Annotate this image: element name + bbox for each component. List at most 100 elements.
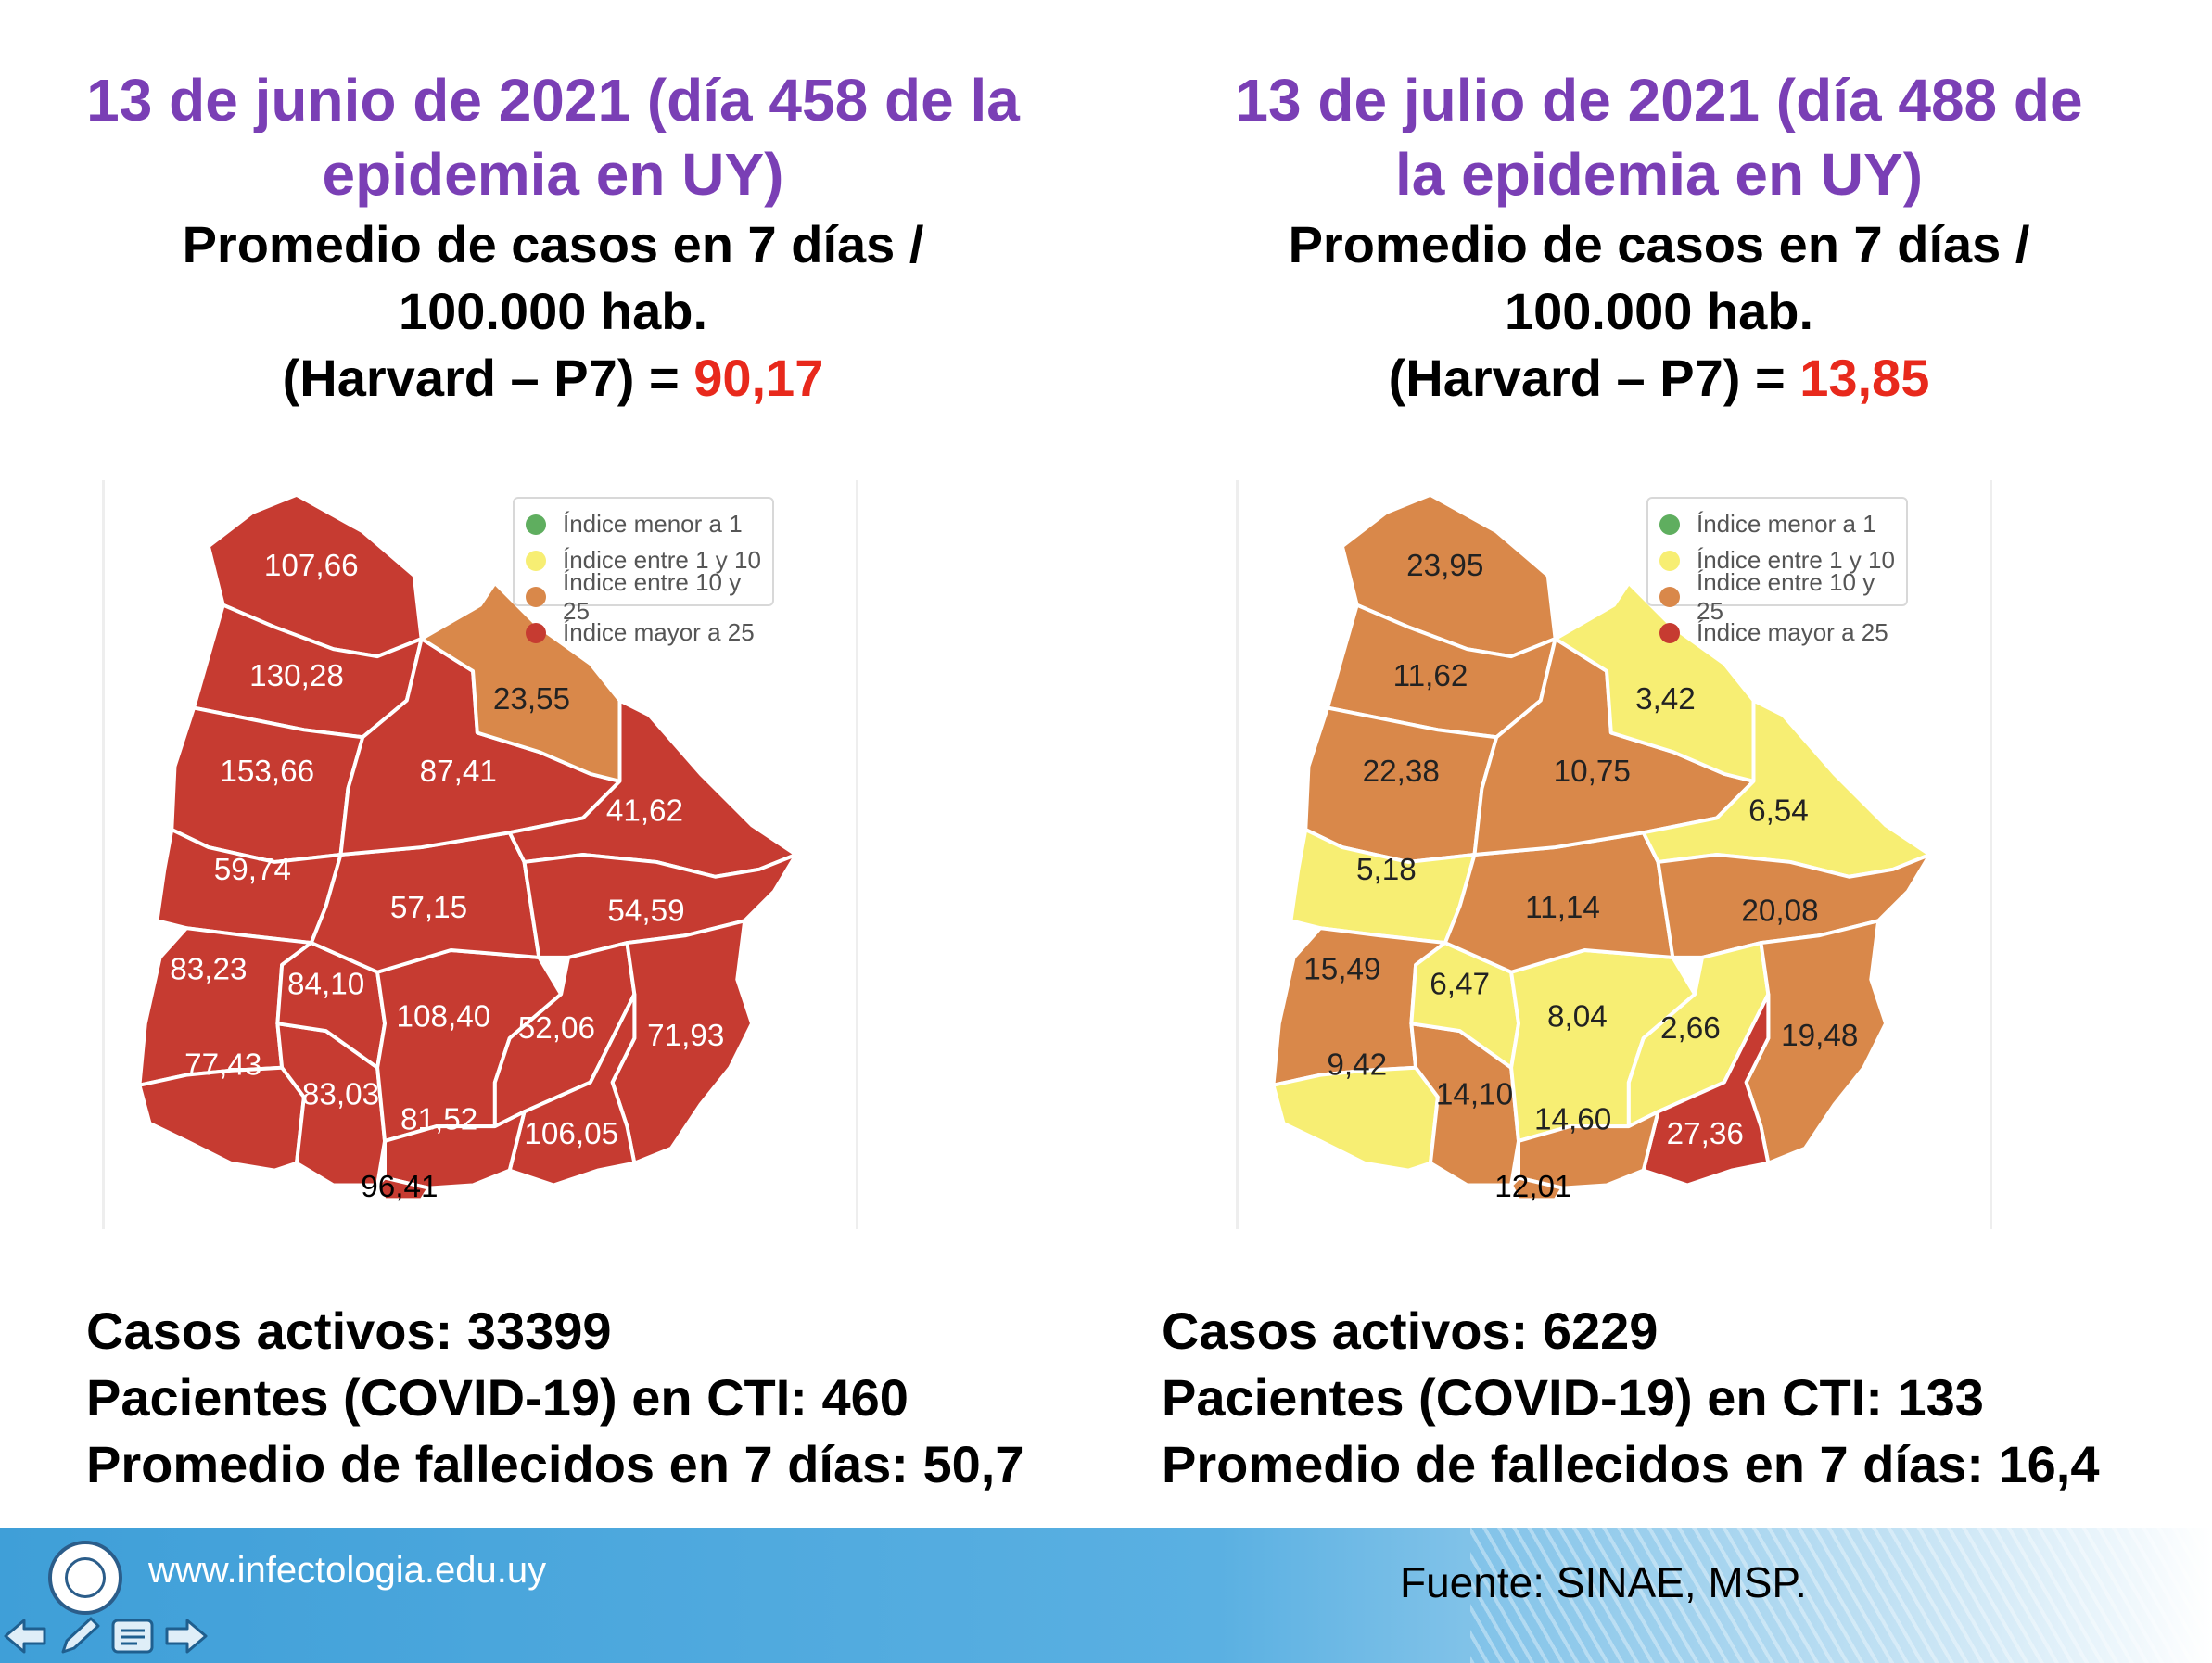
legend-dot-icon (526, 550, 546, 571)
legend-label: Índice entre 10 y 25 (563, 567, 742, 625)
label-treinta-y-tres: 20,08 (1741, 894, 1818, 928)
stats-block: Casos activos: 6229 Pacientes (COVID-19)… (1162, 1298, 2099, 1498)
deaths-average: Promedio de fallecidos en 7 días: 50,7 (86, 1435, 1024, 1493)
legend-label: Índice menor a 1 (563, 510, 743, 538)
label-colonia: 77,43 (184, 1048, 261, 1083)
map-legend: Índice menor a 1 Índice entre 1 y 10 Índic… (1646, 497, 1908, 646)
label-san-jose: 83,03 (302, 1077, 379, 1111)
label-soriano: 15,49 (1303, 953, 1380, 987)
label-artigas: 107,66 (264, 549, 359, 583)
active-cases: Casos activos: 33399 (86, 1301, 612, 1360)
legend-dot-icon (526, 514, 546, 535)
panel-title: 13 de junio de 2021 (día 458 de la epide… (86, 67, 1020, 208)
uruguay-map: 107,66 130,28 153,66 59,74 83,23 77,43 8… (137, 492, 798, 1204)
dept-maldonado (1641, 992, 1771, 1187)
institution-seal-icon (48, 1541, 122, 1615)
label-maldonado: 27,36 (1667, 1117, 1744, 1151)
legend-dot-icon (1659, 514, 1680, 535)
notes-icon[interactable] (108, 1613, 158, 1659)
panel-june: 13 de junio de 2021 (día 458 de la epide… (0, 0, 1106, 1520)
label-treinta-y-tres: 54,59 (607, 894, 684, 928)
legend-item[interactable]: Índice menor a 1 (526, 506, 761, 542)
legend-label: Índice entre 1 y 10 (1697, 546, 1895, 574)
slide-navigation (0, 1613, 215, 1659)
panel-title: 13 de julio de 2021 (día 488 de la epide… (1235, 67, 2083, 208)
icu-patients: Pacientes (COVID-19) en CTI: 133 (1162, 1368, 1984, 1427)
legend-item[interactable]: Índice entre 1 y 10 (526, 542, 761, 578)
label-lavalleja: 2,66 (1660, 1011, 1721, 1046)
map-legend: Índice menor a 1 Índice entre 1 y 10 Índic… (513, 497, 774, 646)
label-durazno: 11,14 (1525, 891, 1600, 925)
label-canelones: 14,60 (1534, 1102, 1611, 1136)
label-rivera: 23,55 (493, 682, 570, 717)
map-card: 107,66 130,28 153,66 59,74 83,23 77,43 8… (102, 480, 858, 1229)
p7-value: 13,85 (1799, 349, 1930, 407)
label-tacuarembo: 87,41 (420, 755, 497, 789)
panel-subtitle: Promedio de casos en 7 días / 100.000 ha… (1288, 215, 2030, 407)
source-credit: Fuente: SINAE, MSP. (1400, 1558, 1807, 1606)
dept-montevideo (375, 1175, 431, 1202)
label-flores: 84,10 (287, 968, 364, 1002)
icu-patients: Pacientes (COVID-19) en CTI: 460 (86, 1368, 909, 1427)
label-rocha: 19,48 (1781, 1019, 1858, 1053)
label-durazno: 57,15 (390, 891, 467, 925)
legend-dot-icon (1659, 622, 1680, 643)
legend-dot-icon (1659, 586, 1680, 607)
label-salto: 11,62 (1393, 659, 1468, 693)
label-lavalleja: 52,06 (518, 1011, 595, 1046)
panel-july: 13 de julio de 2021 (día 488 de la epide… (1106, 0, 2212, 1520)
footer-bar: www.infectologia.edu.uy Fuente: SINAE, M… (0, 1528, 2212, 1663)
label-cerro-largo: 41,62 (606, 794, 683, 829)
label-salto: 130,28 (249, 659, 344, 693)
footer-decoration (1470, 1528, 2212, 1663)
label-flores: 6,47 (1430, 968, 1490, 1002)
label-rocha: 71,93 (647, 1019, 724, 1053)
label-montevideo: 12,01 (1494, 1170, 1571, 1204)
pencil-icon[interactable] (54, 1613, 104, 1659)
dept-montevideo (1509, 1175, 1565, 1202)
legend-dot-icon (526, 586, 546, 607)
label-colonia: 9,42 (1327, 1048, 1387, 1083)
label-canelones: 81,52 (400, 1102, 477, 1136)
uruguay-map: 23,95 11,62 22,38 5,18 15,49 9,42 14,10 … (1271, 492, 1932, 1204)
legend-item[interactable]: Índice entre 1 y 10 (1659, 542, 1895, 578)
label-rio-negro: 5,18 (1356, 853, 1417, 887)
active-cases: Casos activos: 6229 (1162, 1301, 1659, 1360)
label-tacuarembo: 10,75 (1554, 755, 1631, 789)
label-soriano: 83,23 (170, 953, 247, 987)
label-san-jose: 14,10 (1436, 1077, 1513, 1111)
legend-dot-icon (526, 622, 546, 643)
legend-label: Índice menor a 1 (1697, 510, 1876, 538)
legend-item[interactable]: Índice entre 10 y 25 (1659, 568, 1895, 625)
legend-item[interactable]: Índice menor a 1 (1659, 506, 1895, 542)
arrow-left-icon[interactable] (0, 1613, 50, 1659)
label-paysandu: 153,66 (220, 755, 314, 789)
deaths-average: Promedio de fallecidos en 7 días: 16,4 (1162, 1435, 2100, 1493)
legend-label: Índice mayor a 25 (563, 618, 755, 646)
legend-label: Índice entre 1 y 10 (563, 546, 761, 574)
dept-maldonado (507, 992, 637, 1187)
label-montevideo: 96,41 (361, 1170, 438, 1204)
label-artigas: 23,95 (1406, 549, 1483, 583)
label-rio-negro: 59,74 (214, 853, 291, 887)
legend-label: Índice entre 10 y 25 (1697, 567, 1875, 625)
dept-colonia (137, 1065, 306, 1173)
label-paysandu: 22,38 (1363, 755, 1440, 789)
legend-item[interactable]: Índice mayor a 25 (526, 615, 761, 651)
label-cerro-largo: 6,54 (1748, 794, 1809, 829)
label-rivera: 3,42 (1635, 682, 1696, 717)
legend-item[interactable]: Índice entre 10 y 25 (526, 568, 761, 625)
arrow-right-icon[interactable] (161, 1613, 211, 1659)
legend-item[interactable]: Índice mayor a 25 (1659, 615, 1895, 651)
website-link[interactable]: www.infectologia.edu.uy (148, 1550, 547, 1591)
label-florida: 108,40 (397, 999, 491, 1034)
legend-label: Índice mayor a 25 (1697, 618, 1888, 646)
legend-dot-icon (1659, 550, 1680, 571)
dept-colonia (1271, 1065, 1440, 1173)
label-florida: 8,04 (1547, 999, 1608, 1034)
map-card: 23,95 11,62 22,38 5,18 15,49 9,42 14,10 … (1236, 480, 1992, 1229)
label-maldonado: 106,05 (524, 1117, 618, 1151)
panel-subtitle: Promedio de casos en 7 días / 100.000 ha… (182, 215, 924, 407)
stats-block: Casos activos: 33399 Pacientes (COVID-19… (86, 1298, 1023, 1498)
p7-value: 90,17 (693, 349, 824, 407)
